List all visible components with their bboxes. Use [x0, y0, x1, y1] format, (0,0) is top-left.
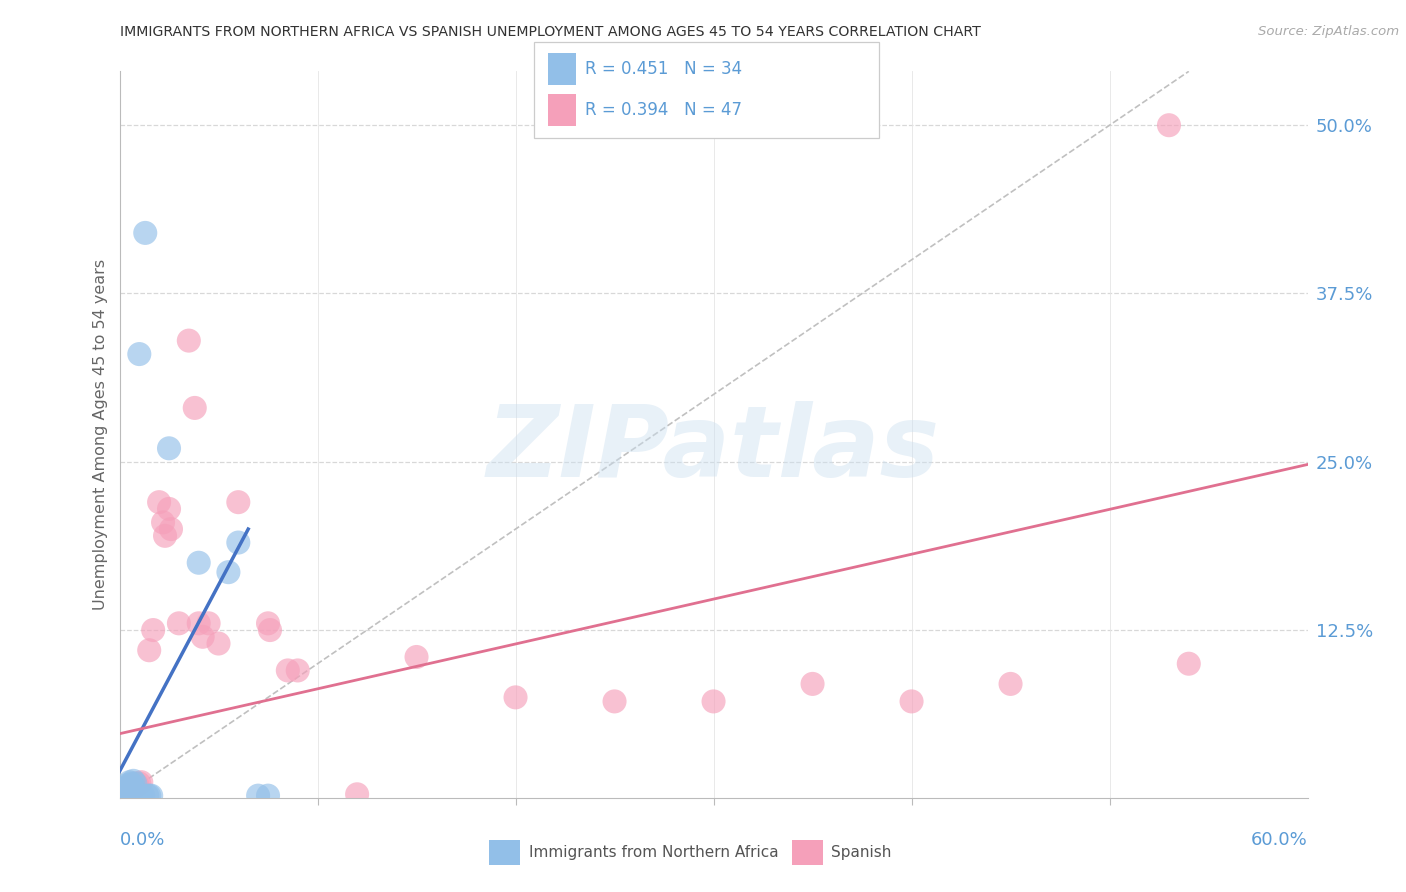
Text: Spanish: Spanish [831, 846, 891, 860]
Point [122, 780, 145, 795]
Point [148, 495, 170, 509]
Point [120, 781, 142, 796]
Point [167, 616, 190, 631]
Point [114, 789, 136, 803]
Point [110, 789, 132, 803]
Point [127, 778, 149, 792]
Point [217, 565, 239, 579]
Point [117, 783, 139, 797]
Point [120, 778, 142, 792]
Point [187, 556, 209, 570]
Point [132, 789, 155, 803]
Point [122, 773, 145, 788]
Point [129, 775, 152, 789]
Text: 60.0%: 60.0% [1251, 831, 1308, 849]
Point [801, 677, 824, 691]
Point [114, 780, 136, 795]
Point [160, 522, 183, 536]
Point [117, 780, 139, 795]
Point [207, 636, 229, 650]
Point [118, 775, 141, 789]
Text: Source: ZipAtlas.com: Source: ZipAtlas.com [1258, 25, 1399, 38]
Text: 0.0%: 0.0% [120, 831, 165, 849]
Point [228, 495, 250, 509]
Point [124, 789, 146, 803]
Point [1157, 118, 1180, 132]
Point [112, 787, 135, 801]
Point [122, 778, 145, 792]
Point [259, 623, 281, 637]
Point [124, 776, 146, 790]
Point [118, 779, 141, 793]
Point [191, 630, 214, 644]
Point [257, 789, 280, 803]
Point [112, 784, 135, 798]
Point [287, 664, 309, 678]
Point [346, 787, 368, 801]
Point [118, 783, 141, 797]
Point [112, 784, 135, 798]
Point [117, 778, 139, 792]
Text: IMMIGRANTS FROM NORTHERN AFRICA VS SPANISH UNEMPLOYMENT AMONG AGES 45 TO 54 YEAR: IMMIGRANTS FROM NORTHERN AFRICA VS SPANI… [120, 25, 980, 39]
Point [124, 779, 146, 793]
Point [228, 535, 250, 549]
Point [702, 694, 725, 708]
Point [157, 502, 180, 516]
Point [122, 779, 145, 793]
Text: ZIPatlas: ZIPatlas [486, 401, 941, 498]
Text: R = 0.451   N = 34: R = 0.451 N = 34 [585, 60, 742, 78]
Point [128, 347, 150, 361]
Point [114, 786, 136, 800]
Point [110, 789, 132, 803]
Point [117, 787, 139, 801]
Point [110, 786, 132, 800]
Point [127, 789, 149, 803]
Point [138, 643, 160, 657]
Point [247, 789, 270, 803]
Point [177, 334, 200, 348]
Point [138, 789, 160, 803]
Point [184, 401, 207, 415]
Point [505, 690, 527, 705]
Point [112, 787, 135, 801]
Point [134, 226, 156, 240]
Point [1000, 677, 1022, 691]
Point [157, 442, 180, 456]
Point [405, 650, 427, 665]
Point [152, 516, 174, 530]
Point [141, 789, 163, 803]
Point [129, 789, 152, 803]
Point [128, 789, 150, 803]
Point [900, 694, 922, 708]
Point [136, 789, 159, 803]
Point [153, 529, 176, 543]
Point [257, 616, 280, 631]
Point [114, 786, 136, 800]
Point [114, 783, 136, 797]
Point [142, 623, 165, 637]
Point [603, 694, 626, 708]
Point [277, 664, 299, 678]
Point [120, 776, 142, 790]
Point [124, 776, 146, 790]
Y-axis label: Unemployment Among Ages 45 to 54 years: Unemployment Among Ages 45 to 54 years [93, 260, 108, 610]
Point [128, 776, 150, 790]
Text: Immigrants from Northern Africa: Immigrants from Northern Africa [529, 846, 779, 860]
Point [118, 779, 141, 793]
Point [120, 779, 142, 793]
Point [117, 784, 139, 798]
Point [187, 616, 209, 631]
Text: R = 0.394   N = 47: R = 0.394 N = 47 [585, 101, 742, 119]
Point [197, 616, 219, 631]
Point [118, 786, 141, 800]
Point [1178, 657, 1201, 671]
